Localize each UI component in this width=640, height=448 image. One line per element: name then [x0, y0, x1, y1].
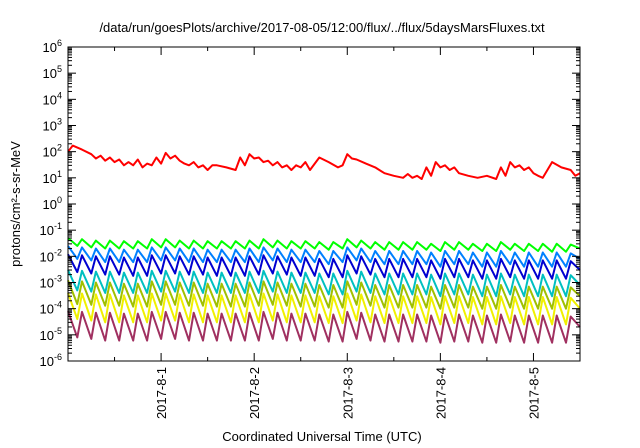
y-tick-label: 102: [43, 143, 62, 160]
y-axis: 106 105 104 103 102 101 100 10-1 10-2 10-3 10-4 10-…: [40, 38, 580, 369]
series-line-4: [67, 253, 581, 280]
y-tick-label: 106: [43, 38, 62, 55]
x-tick-label: 2017-8-1: [154, 367, 169, 419]
y-tick-label: 100: [43, 195, 62, 212]
y-tick-label: 103: [43, 117, 62, 134]
y-axis-label: protons/cm²-s-sr-MeV: [8, 141, 23, 267]
series-line-3: [67, 245, 581, 268]
series-line-5: [67, 269, 581, 298]
y-tick-label: 104: [43, 90, 62, 107]
chart-title: /data/run/goesPlots/archive/2017-08-05/1…: [99, 20, 545, 35]
series-line-8: [67, 310, 581, 344]
x-tick-label: 2017-8-3: [340, 367, 355, 419]
series-layer: [67, 144, 581, 344]
x-axis: 2017-8-1 2017-8-2 2017-8-3 2017-8-4 2017-8-5: [114, 47, 541, 419]
series-line-1: [67, 144, 581, 180]
x-tick-label: 2017-8-2: [247, 367, 262, 419]
x-tick-label: 2017-8-4: [433, 367, 448, 419]
y-tick-label: 10-2: [40, 247, 62, 264]
series-line-6: [67, 280, 581, 310]
series-line-2: [67, 237, 581, 253]
y-tick-label: 10-6: [40, 352, 62, 369]
x-axis-label: Coordinated Universal Time (UTC): [222, 429, 421, 444]
series-line-7: [67, 292, 581, 326]
y-tick-label: 10-5: [40, 326, 62, 343]
y-tick-label: 105: [43, 64, 62, 81]
y-tick-label: 101: [43, 169, 62, 186]
y-tick-label: 10-1: [40, 221, 62, 238]
x-tick-label: 2017-8-5: [526, 367, 541, 419]
y-tick-label: 10-3: [40, 274, 62, 291]
y-tick-label: 10-4: [40, 300, 62, 317]
